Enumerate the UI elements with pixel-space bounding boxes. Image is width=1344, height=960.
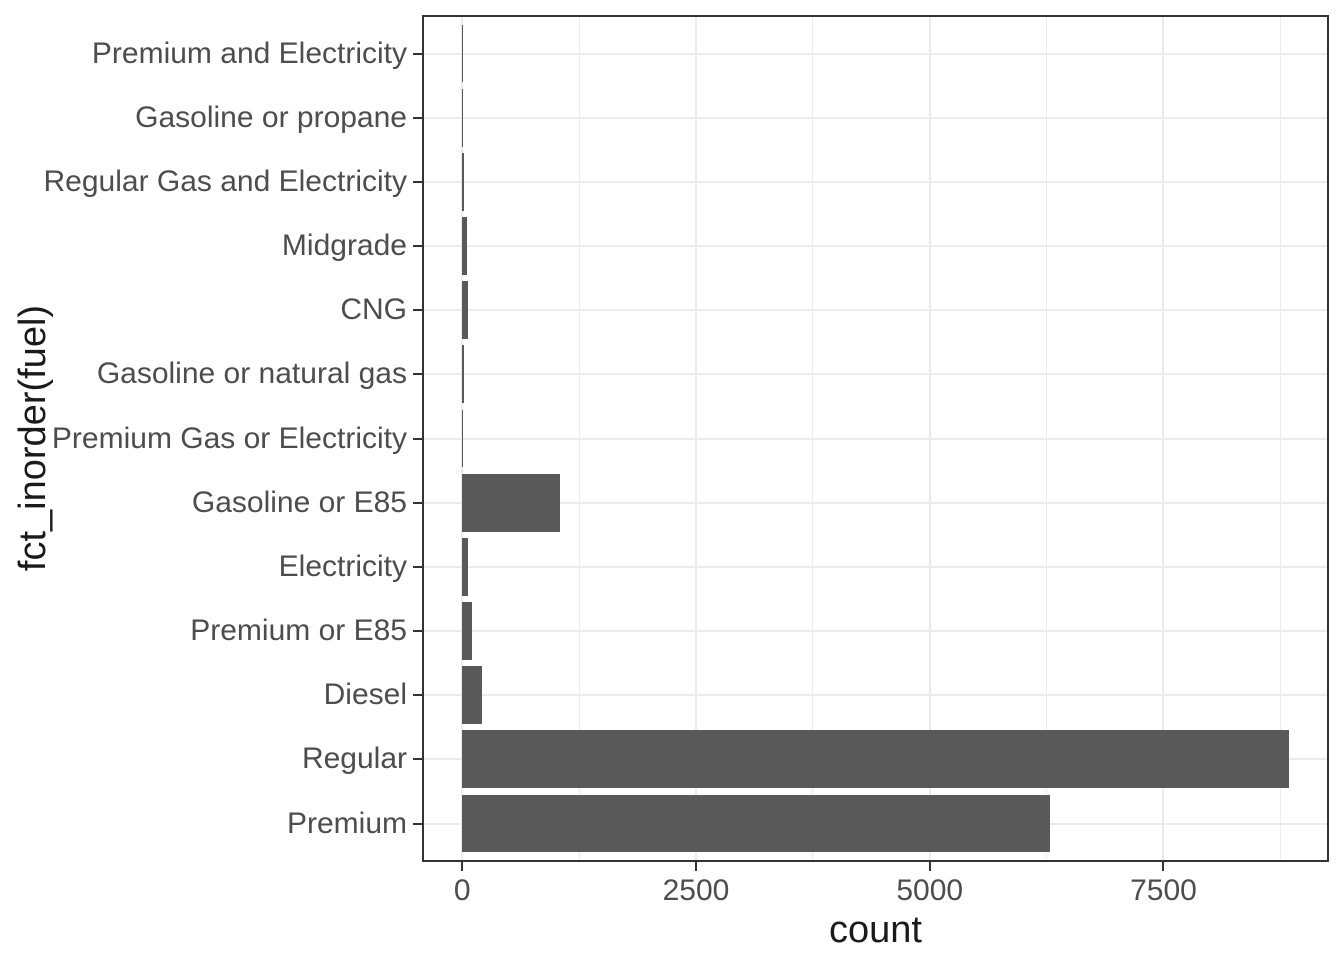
y-tick-label: Gasoline or E85 <box>191 485 407 519</box>
y-tick-label: CNG <box>340 293 407 327</box>
y-major-gridline <box>424 52 1327 55</box>
bar <box>462 152 464 211</box>
y-tick-mark <box>413 501 422 504</box>
y-tick-mark <box>413 180 422 183</box>
x-tick-label: 5000 <box>896 874 964 907</box>
bar <box>462 794 1051 853</box>
y-major-gridline <box>424 245 1327 247</box>
y-tick-mark <box>413 437 422 440</box>
y-major-gridline <box>424 437 1327 440</box>
y-major-gridline <box>424 309 1327 312</box>
y-major-gridline <box>424 116 1327 119</box>
bar <box>462 409 464 468</box>
y-tick-label: Regular <box>301 742 407 776</box>
y-tick-label: Premium and Electricity <box>91 36 407 70</box>
y-tick-label: Premium Gas or Electricity <box>51 421 407 455</box>
x-tick-mark <box>461 862 464 871</box>
y-tick-mark <box>413 822 422 825</box>
y-tick-label: Electricity <box>278 549 407 583</box>
y-tick-label: Midgrade <box>281 229 407 262</box>
x-tick-mark <box>928 862 931 871</box>
y-tick-mark <box>413 630 422 632</box>
y-tick-label: Regular Gas and Electricity <box>43 164 408 198</box>
y-tick-mark <box>413 52 422 55</box>
x-axis-title: count <box>829 909 922 951</box>
y-major-gridline <box>424 565 1327 568</box>
y-tick-label: Diesel <box>323 678 407 712</box>
x-tick-mark <box>1162 862 1165 871</box>
bar <box>462 602 472 660</box>
y-major-gridline <box>424 501 1327 504</box>
y-axis-title: fct_inorder(fuel) <box>12 304 54 572</box>
y-major-gridline <box>424 180 1327 183</box>
y-major-gridline <box>424 694 1327 697</box>
bar <box>462 88 464 147</box>
y-major-gridline <box>424 630 1327 632</box>
y-tick-mark <box>413 758 422 761</box>
y-tick-mark <box>413 694 422 697</box>
y-tick-mark <box>413 373 422 376</box>
y-tick-label: Gasoline or natural gas <box>96 357 407 391</box>
bar <box>462 473 561 532</box>
y-tick-label: Premium <box>286 806 407 840</box>
y-tick-mark <box>413 565 422 568</box>
x-tick-label: 7500 <box>1130 874 1197 907</box>
bar <box>462 666 482 725</box>
y-major-gridline <box>424 373 1327 376</box>
y-tick-label: Gasoline or propane <box>135 100 407 134</box>
bar <box>462 730 1289 789</box>
y-tick-mark <box>413 116 422 119</box>
bar <box>462 537 468 596</box>
bar <box>462 345 465 404</box>
bar <box>462 281 469 340</box>
bar <box>462 217 468 275</box>
x-tick-label: 2500 <box>662 874 730 907</box>
y-tick-mark <box>413 245 422 247</box>
x-tick-mark <box>694 862 697 871</box>
y-tick-label: Premium or E85 <box>190 614 407 647</box>
x-tick-label: 0 <box>453 874 471 907</box>
y-tick-mark <box>413 309 422 312</box>
